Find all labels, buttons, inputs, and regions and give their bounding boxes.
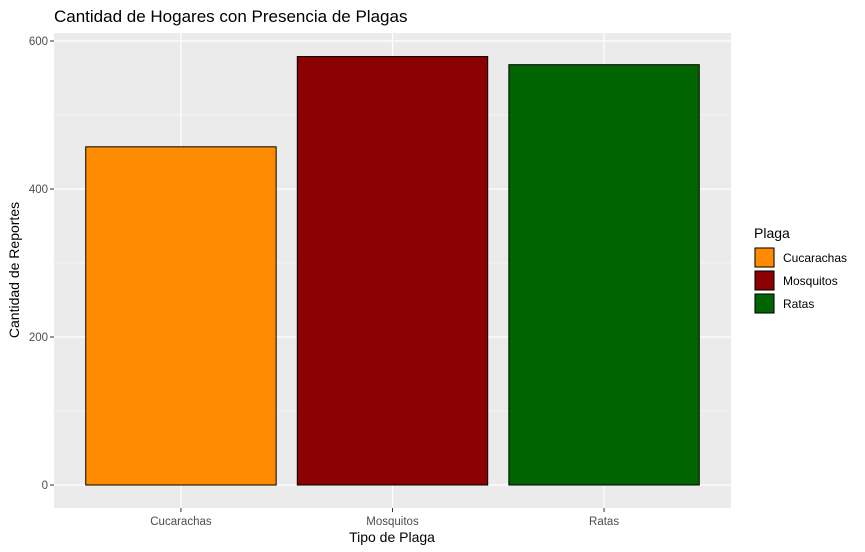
legend-swatch [754,247,775,268]
x-axis: Cucarachas Mosquitos Ratas [150,508,619,528]
y-axis: 0 200 400 600 [29,36,54,492]
legend-swatch [754,270,775,291]
legend: Plaga Cucarachas Mosquitos Ratas [754,225,847,314]
legend-title: Plaga [754,225,790,241]
chart-title: Cantidad de Hogares con Presencia de Pla… [54,7,407,26]
bars [85,56,700,486]
bar-mosquitos [296,56,489,486]
y-tick-label: 600 [29,36,48,48]
legend-swatch [754,293,775,314]
y-tick-label: 0 [42,480,48,492]
x-tick-label: Mosquitos [366,516,419,528]
legend-label: Ratas [783,297,814,311]
y-axis-title: Cantidad de Reportes [6,202,22,338]
legend-label: Mosquitos [783,274,838,288]
x-tick-label: Ratas [589,516,619,528]
bar-cucarachas [85,146,277,486]
y-tick-label: 400 [29,184,48,196]
y-tick-label: 200 [29,332,48,344]
legend-label: Cucarachas [783,251,847,265]
x-axis-title: Tipo de Plaga [349,529,435,545]
x-tick-label: Cucarachas [150,516,212,528]
bar-ratas [508,64,700,486]
